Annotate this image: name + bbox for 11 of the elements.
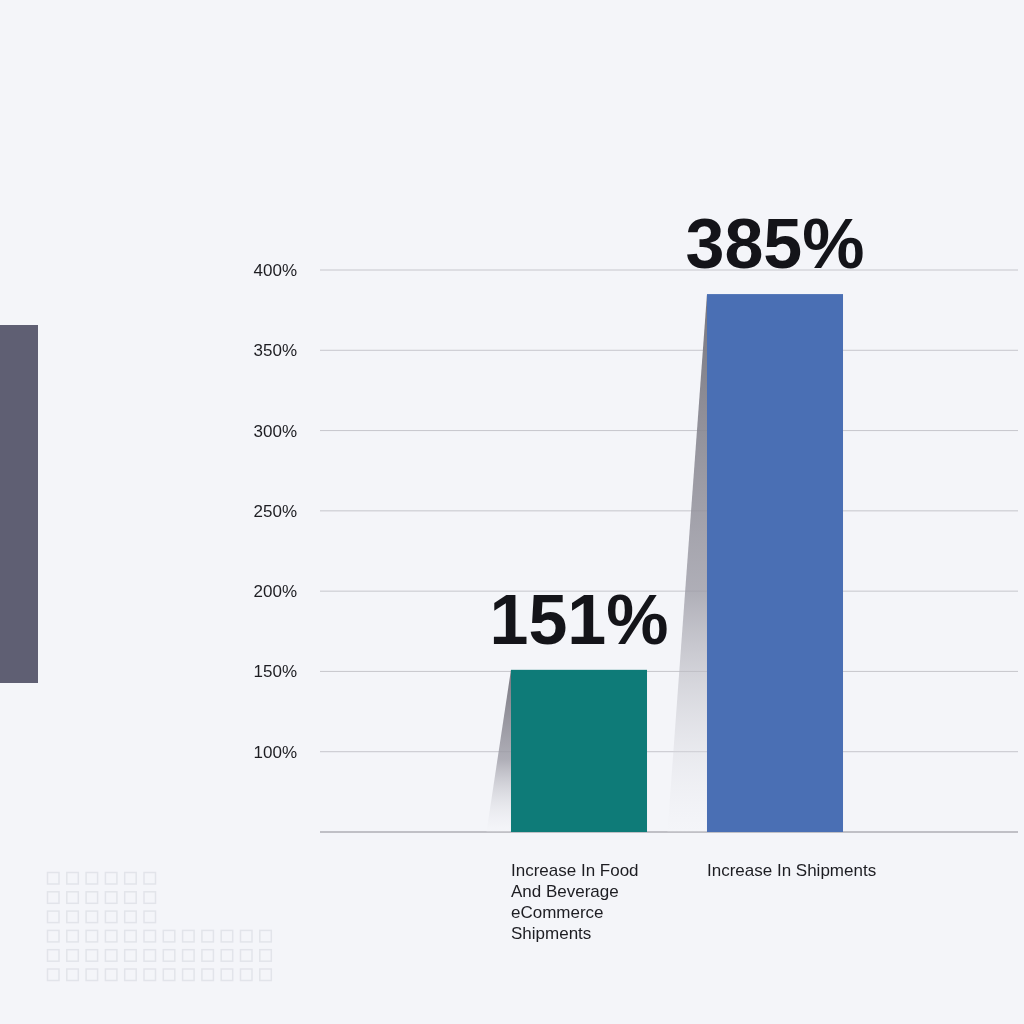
y-tick-label: 250% bbox=[253, 501, 297, 521]
y-tick-label: 150% bbox=[253, 662, 297, 682]
y-tick-label: 300% bbox=[253, 421, 297, 441]
y-tick-label: 350% bbox=[253, 341, 297, 361]
x-tick-label: Increase In Food And Beverage eCommerce Shipments bbox=[510, 861, 639, 943]
data-label: 385% bbox=[685, 205, 865, 284]
y-tick-label: 400% bbox=[253, 260, 297, 280]
x-tick-label: Increase In Shipments bbox=[706, 861, 877, 880]
y-tick-label: 100% bbox=[253, 742, 297, 762]
y-tick-label: 200% bbox=[253, 582, 297, 602]
data-label: 151% bbox=[489, 580, 669, 659]
